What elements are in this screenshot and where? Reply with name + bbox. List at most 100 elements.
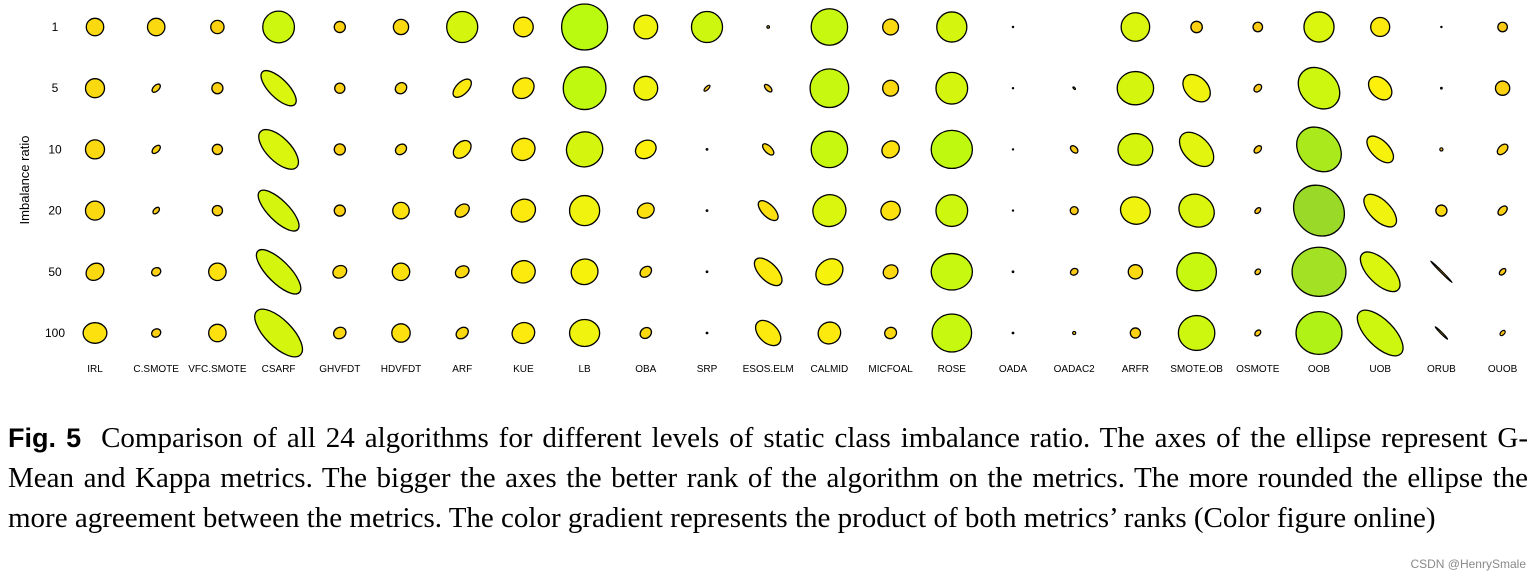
column-tick-labels: IRL C.SMOTE VFC.SMOTE CSARF GHVFDT HDVFDT ARF K… [87, 364, 1517, 375]
ellipse-mark [1494, 80, 1511, 96]
ellipse-mark [211, 143, 224, 156]
ellipse-mark [1011, 331, 1015, 335]
ellipse-mark [1439, 147, 1444, 152]
ellipse-mark [454, 265, 470, 279]
column-tick-label: CSARF [262, 364, 296, 375]
column-tick-label: SMOTE.OB [1170, 364, 1223, 375]
column-tick-label: OUOB [1488, 364, 1518, 375]
watermark: CSDN @HenrySmale [1410, 557, 1526, 571]
ellipse-mark [633, 75, 659, 101]
ellipse-mark [1178, 131, 1215, 168]
ellipse-mark [455, 326, 469, 340]
ellipse-mark [84, 200, 106, 221]
ellipse-mark [1253, 145, 1263, 154]
row-tick-label: 20 [48, 204, 62, 218]
row-tick-label: 10 [48, 142, 62, 156]
ellipse-mark [705, 148, 709, 151]
ellipse-mark [150, 328, 162, 338]
ellipse-mark [931, 313, 973, 353]
ellipse-mark [1252, 21, 1264, 33]
ellipse-mark [633, 14, 659, 40]
ellipse-mark [211, 82, 224, 95]
ellipse-mark [817, 321, 842, 345]
column-tick-label: CALMID [811, 364, 849, 375]
ellipse-mark [1254, 207, 1262, 215]
ellipse-mark [454, 203, 470, 218]
ellipse-mark [1292, 184, 1346, 237]
ellipse-mark [512, 77, 535, 100]
column-tick-label: OOB [1308, 364, 1331, 375]
ellipse-mark [82, 322, 108, 344]
ellipse-mark [394, 143, 408, 156]
ellipse-mark [1497, 205, 1508, 216]
ellipse-mark [761, 143, 775, 156]
ellipse-mark [1190, 20, 1203, 34]
ellipse-mark [1303, 11, 1335, 43]
ellipse-mark [84, 139, 106, 160]
ellipse-mark [810, 8, 849, 46]
ellipse-mark [1011, 270, 1015, 274]
column-tick-label: ARF [452, 364, 472, 375]
ellipse-mark [333, 143, 346, 156]
ellipse-mark [1116, 70, 1155, 106]
ellipse-mark [1496, 143, 1509, 156]
ellipse-mark [85, 17, 105, 37]
ellipse-mark [1129, 327, 1142, 339]
ellipse-mark [766, 25, 771, 29]
ellipse-mark [562, 66, 607, 111]
ellipse-mark [930, 129, 974, 170]
ellipse-mark [1072, 330, 1077, 336]
ellipse-mark [258, 128, 300, 170]
ellipse-mark [452, 78, 472, 98]
figure-label: Fig. 5 [8, 423, 82, 453]
ellipse-mark [1356, 309, 1404, 357]
ellipse-mark [1069, 205, 1079, 216]
caption-text: Comparison of all 24 algorithms for diff… [8, 422, 1529, 534]
ellipse-mark [1497, 21, 1509, 33]
ellipse-mark [881, 140, 900, 159]
ellipse-mark [882, 79, 900, 97]
column-tick-label: VFC.SMOTE [188, 364, 247, 375]
ellipse-mark [334, 82, 346, 94]
ellipse-mark [392, 18, 410, 36]
ellipse-mark [809, 68, 850, 109]
ellipse-mark [257, 189, 300, 232]
ellipse-mark [636, 202, 655, 219]
ellipse-mark [880, 200, 901, 221]
ellipse-mark [1120, 12, 1151, 42]
ellipse-mark [452, 139, 472, 159]
ellipse-mark [208, 323, 227, 343]
row-tick-labels: 1 5 10 20 50 100 [45, 20, 65, 340]
ellipse-mark [84, 78, 106, 99]
ellipse-mark [812, 194, 847, 228]
ellipse-mark [1430, 260, 1453, 284]
column-tick-label: LB [578, 364, 591, 375]
ellipse-mark [1011, 25, 1015, 29]
ellipse-mark [1178, 193, 1215, 228]
column-tick-label: ROSE [938, 364, 967, 375]
ellipse-mark [1370, 16, 1391, 38]
ellipse-mark [1254, 329, 1262, 337]
ellipse-mark [1072, 86, 1077, 91]
ellipse-mark [1440, 86, 1443, 90]
row-tick-label: 50 [48, 265, 62, 279]
ellipse-mark [935, 71, 969, 105]
ellipse-mark [930, 252, 974, 291]
ellipse-mark [210, 19, 225, 35]
ellipse-mark [85, 262, 105, 282]
ellipse-mark [260, 69, 297, 107]
ellipse-mark [754, 319, 782, 347]
ellipse-mark [332, 264, 348, 279]
ellipse-mark [1177, 314, 1216, 352]
row-tick-label: 1 [52, 20, 59, 34]
ellipse-mark [151, 144, 161, 155]
column-tick-label: OADA [999, 364, 1028, 375]
column-tick-label: ORUB [1427, 364, 1456, 375]
ellipse-mark [1176, 252, 1218, 292]
ellipse-mark [333, 204, 346, 217]
ellipse-mark [510, 259, 536, 284]
ellipse-mark [510, 198, 537, 223]
ellipse-mark [1011, 209, 1015, 212]
ellipse-mark [512, 16, 534, 38]
column-tick-label: SRP [697, 364, 718, 375]
